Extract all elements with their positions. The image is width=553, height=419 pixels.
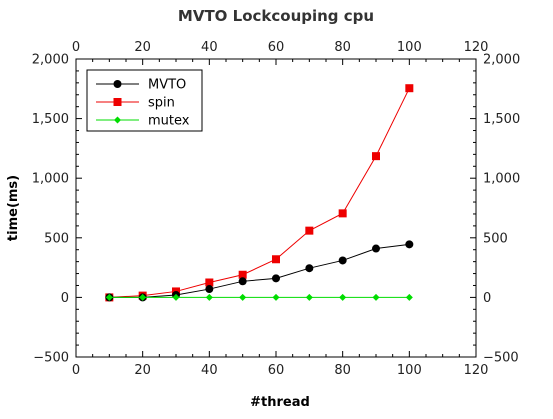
legend-marker [114,98,122,106]
data-point-mutex [239,294,246,301]
data-point-spin [372,152,380,160]
x-tick-label: 40 [201,363,218,378]
series-line-mvto [109,244,409,297]
y-tick-label-right: 1,000 [483,172,520,187]
legend: MVTO spin mutex [87,70,202,131]
data-point-mvto [305,264,313,272]
legend-label: spin [148,96,175,111]
x-axis-label: #thread [250,395,310,410]
data-point-spin [305,227,313,235]
data-point-mvto [205,285,213,293]
y-tick-label: 1,500 [32,112,69,127]
data-point-mutex [306,294,313,301]
legend-label: MVTO [148,78,186,93]
data-point-mvto [272,274,280,282]
data-point-mvto [339,256,347,264]
x-tick-label-top: 100 [397,40,422,55]
y-tick-label-right: −500 [483,351,519,366]
y-tick-label: 0 [61,291,69,306]
legend-label: mutex [148,114,190,129]
data-point-mutex [339,294,346,301]
x-tick-label-top: 80 [334,40,351,55]
legend-marker [114,80,122,88]
y-tick-label-right: 0 [483,291,491,306]
y-tick-label: 2,000 [32,53,69,68]
x-tick-label: 0 [72,363,80,378]
x-tick-label-top: 0 [72,40,80,55]
chart-title: MVTO Lockcouping cpu [178,7,374,25]
data-point-mutex [206,294,213,301]
x-tick-label-top: 40 [201,40,218,55]
data-point-mvto [239,277,247,285]
y-tick-label-right: 1,500 [483,112,520,127]
x-tick-label: 80 [334,363,351,378]
y-axis-label: time(ms) [6,175,21,241]
data-point-spin [405,84,413,92]
y-tick-label: 1,000 [32,172,69,187]
data-point-spin [272,255,280,263]
x-tick-label: 100 [397,363,422,378]
data-point-mutex [273,294,280,301]
y-tick-label: 500 [44,231,69,246]
y-tick-label-right: 2,000 [483,53,520,68]
data-point-mutex [406,294,413,301]
data-point-mvto [405,240,413,248]
y-tick-label-right: 500 [483,231,508,246]
x-tick-label: 60 [268,363,285,378]
x-tick-label-top: 60 [268,40,285,55]
data-point-mvto [372,245,380,253]
y-tick-label: −500 [33,351,69,366]
x-tick-label: 20 [134,363,151,378]
data-point-mutex [373,294,380,301]
x-tick-label-top: 20 [134,40,151,55]
data-point-spin [339,209,347,217]
series-mvto [105,240,413,301]
